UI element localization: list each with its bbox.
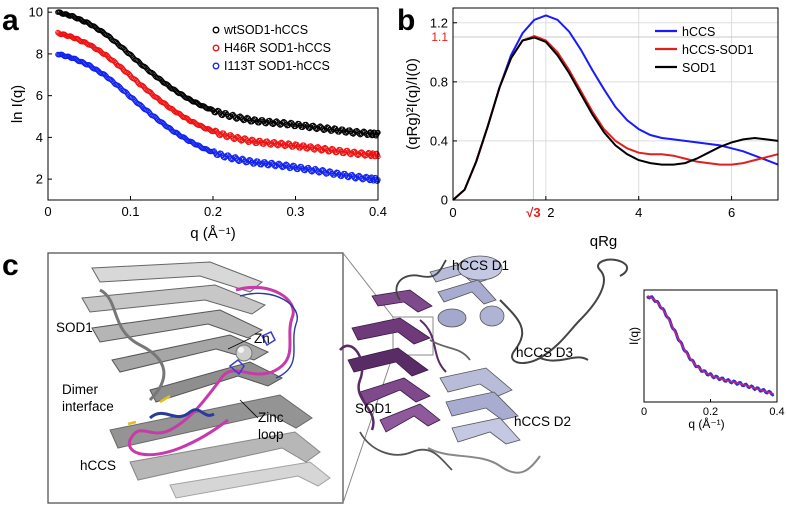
label-hccs-d1: hCCS D1 — [452, 258, 509, 273]
panel-b-legend-entry: hCCS-SOD1 — [682, 43, 754, 57]
panel-letter-b: b — [397, 4, 415, 37]
panel-a-y-tick-label: 6 — [36, 88, 43, 103]
zoom-region-marker — [392, 316, 434, 356]
zoom-connector-top — [342, 252, 394, 318]
panel-a-legend-entry: wtSOD1-hCCS — [223, 23, 308, 37]
panel-b-axes-frame — [452, 7, 779, 201]
panel-a-point — [361, 152, 367, 158]
panel-a-point — [289, 163, 295, 170]
panel-a-point — [363, 131, 369, 137]
panel-a-legend: wtSOD1-hCCS H46R SOD1-hCCS I113T SOD1-hCCS — [212, 23, 331, 73]
inset-series-line-2 — [646, 295, 774, 395]
panel-a-y-tick-label: 4 — [36, 130, 43, 145]
panel-b-chart: √3 1.1 0 4 6 2 0 0.4 0.8 1.2 qRg (qRg)²I(q)/I(0)… — [404, 7, 779, 250]
inset-axes-frame — [643, 289, 778, 403]
label-zinc-loop-line2: loop — [258, 427, 284, 442]
panel-b-x-tick-label: 2 — [547, 205, 554, 220]
inset-y-axis-label: I(q) — [627, 327, 641, 345]
panel-b-y-tick-label: 1.2 — [430, 15, 448, 30]
panel-b-y-tick-label: 0.4 — [430, 133, 448, 148]
panel-a-x-tick-label: 0 — [44, 204, 51, 219]
panel-a-x-tick-label: 0.3 — [286, 204, 304, 219]
panel-b-series-line-2 — [452, 35, 779, 201]
panel-a-legend-entry: H46R SOD1-hCCS — [224, 41, 331, 55]
panel-a-point — [237, 137, 243, 143]
panel-a-y-tick-label: 2 — [36, 172, 43, 187]
panel-a-point — [230, 111, 236, 118]
panel-a-point — [216, 151, 222, 157]
panel-b-legend-entry: hCCS — [682, 25, 715, 39]
panel-b-ref-x-label: √3 — [526, 205, 540, 220]
panel-a-series-2 — [55, 29, 381, 160]
panel-a-y-axis-label: ln I(q) — [9, 85, 26, 123]
label-zinc-loop-line1: Zinc — [258, 410, 284, 425]
panel-c-inset-chart: 0 0.2 0.4 q (Å⁻¹) I(q) — [627, 289, 785, 431]
panel-a-legend-marker — [212, 26, 220, 34]
sod1-zoom-ribbon — [81, 261, 331, 499]
panel-a-x-tick-label: 0.2 — [204, 204, 222, 219]
inset-x-tick-label: 0 — [641, 406, 647, 418]
panel-b-ref-y-label: 1.1 — [431, 30, 448, 44]
panel-a-x-tick-label: 0.1 — [121, 204, 139, 219]
panel-a-point — [278, 163, 285, 170]
inset-series-line-1 — [646, 295, 775, 397]
panel-b-x-axis-label: qRg — [590, 233, 618, 250]
panel-b-y-tick-label: 0 — [441, 193, 448, 208]
panel-b-legend: hCCS hCCS-SOD1 SOD1 — [655, 25, 754, 75]
panel-b-series-line-3 — [452, 36, 779, 201]
panel-c-structures: SOD1 Zn Dimer interface Zinc loop hCCS — [47, 252, 628, 504]
panel-letter-a: a — [2, 4, 19, 37]
label-hccs-d2: hCCS D2 — [514, 414, 571, 429]
panel-b-legend-entry: SOD1 — [682, 61, 716, 75]
panel-a-x-axis-label: q (Å⁻¹) — [190, 225, 235, 242]
panel-b-x-tick-label: 6 — [728, 205, 735, 220]
panel-a-series-3 — [55, 51, 381, 184]
complex-ribbon — [339, 255, 628, 474]
inset-x-tick-label: 0.4 — [769, 406, 784, 418]
panel-a-point — [330, 126, 336, 133]
label-dimer-interface-line1: Dimer — [62, 382, 99, 397]
panel-a-series-1 — [55, 9, 381, 139]
panel-a-y-tick-label: 8 — [36, 46, 43, 61]
panel-b-x-tick-label: 0 — [449, 205, 456, 220]
inset-x-axis-label: q (Å⁻¹) — [688, 416, 724, 431]
panel-a-point — [291, 142, 297, 149]
panel-a-legend-marker — [212, 44, 220, 52]
panel-a-chart: 0 0.1 0.2 0.3 0.4 2 4 6 8 10 q (Å⁻¹) ln I(q) wtSO… — [9, 5, 387, 242]
label-sod1-zoom: SOD1 — [56, 320, 93, 335]
label-hccs-zoom: hCCS — [80, 458, 116, 473]
panel-a-point — [281, 142, 287, 148]
panel-a-point — [242, 158, 248, 165]
panel-b-y-tick-label: 0.8 — [430, 74, 448, 89]
panel-a-y-tick-label: 10 — [29, 5, 43, 20]
panel-a-point — [319, 126, 326, 132]
panel-b-x-tick-label: 4 — [635, 205, 642, 220]
panel-b-y-axis-label: (qRg)²I(q)/I(0) — [404, 58, 421, 150]
panel-a-legend-entry: I113T SOD1-hCCS — [224, 59, 330, 73]
label-dimer-interface-line2: interface — [62, 399, 114, 414]
panel-a-legend-marker — [212, 62, 220, 70]
label-zn: Zn — [254, 331, 270, 346]
inset-x-tick-label: 0.2 — [703, 406, 718, 418]
panel-letter-c: c — [2, 249, 19, 282]
panel-a-x-tick-label: 0.4 — [369, 204, 387, 219]
label-hccs-d3: hCCS D3 — [516, 345, 573, 360]
zoom-connector-bottom — [342, 354, 394, 504]
label-sod1-complex: SOD1 — [355, 401, 392, 416]
